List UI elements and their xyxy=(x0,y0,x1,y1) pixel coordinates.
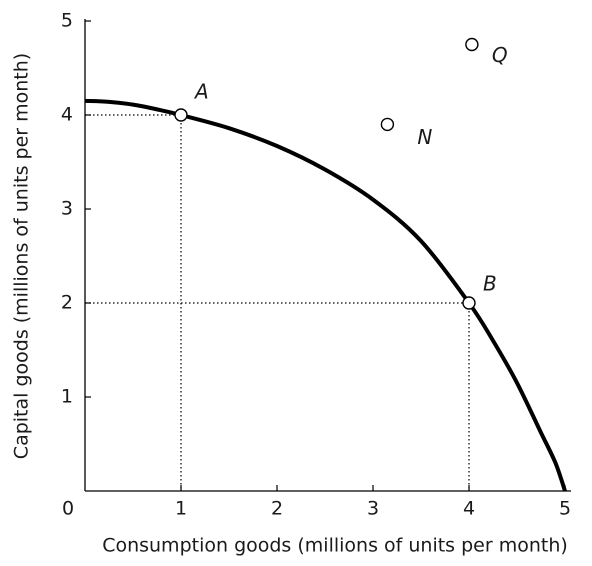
y-axis-title: Capital goods (millions of units per mon… xyxy=(11,53,33,459)
point xyxy=(380,117,395,132)
point xyxy=(462,296,476,310)
y-tick-label: 2 xyxy=(61,292,73,314)
x-axis-title: Consumption goods (millions of units per… xyxy=(102,535,568,557)
ppf-curve xyxy=(84,98,567,492)
point-label: Q xyxy=(492,43,508,67)
point xyxy=(174,108,188,122)
x-tick-label: 0 xyxy=(62,498,74,520)
y-tick-label: 3 xyxy=(61,198,73,220)
x-tick-label: 4 xyxy=(463,498,475,520)
y-tick-label: 1 xyxy=(61,386,73,408)
point-label: A xyxy=(193,80,209,104)
point-label: N xyxy=(417,125,432,149)
x-tick-label: 1 xyxy=(175,498,187,520)
x-tick-label: 2 xyxy=(271,498,283,520)
y-tick-label: 4 xyxy=(61,104,73,126)
x-tick-label: 5 xyxy=(559,498,571,520)
y-tick-label: 5 xyxy=(61,10,73,32)
x-tick-label: 3 xyxy=(367,498,379,520)
point xyxy=(465,37,479,52)
point-label: B xyxy=(483,272,497,296)
